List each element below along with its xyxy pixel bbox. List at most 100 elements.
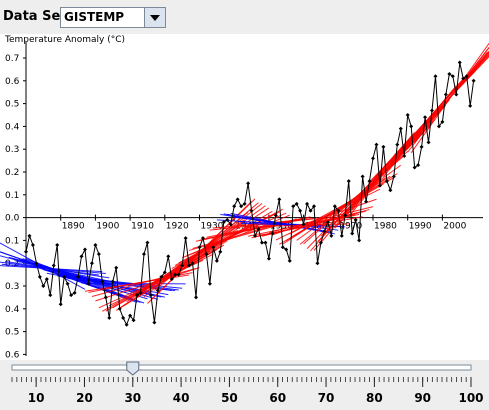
trend-segment: [178, 208, 284, 264]
data-point: [294, 201, 299, 206]
data-point: [450, 74, 455, 79]
y-tick-label: 0.1: [5, 191, 19, 201]
dataset-select[interactable]: GISTEMP: [60, 7, 166, 28]
data-point: [468, 103, 473, 108]
data-point: [429, 108, 434, 113]
data-point: [110, 279, 115, 284]
data-point: [169, 277, 174, 282]
data-point: [315, 261, 320, 266]
trend-segment: [95, 267, 200, 302]
chart-canvas: 0.70.60.50.40.30.20.10.00.10.20.30.40.50…: [0, 42, 489, 360]
data-point: [62, 274, 67, 279]
data-point: [287, 258, 292, 263]
data-point: [263, 240, 268, 245]
y-tick-label: 0.6: [5, 77, 20, 87]
data-point: [405, 113, 410, 117]
slider-thumb[interactable]: [126, 361, 140, 376]
y-tick-label: 0.0: [5, 214, 20, 224]
data-point: [249, 208, 254, 213]
data-point: [318, 240, 323, 245]
data-point: [246, 181, 251, 186]
x-tick-label: 1930: [201, 222, 224, 232]
x-tick-label: 1900: [96, 222, 119, 232]
data-point: [27, 233, 32, 238]
data-point: [350, 231, 355, 236]
data-point: [162, 270, 167, 275]
trend-segment: [289, 177, 395, 235]
data-point: [454, 92, 459, 97]
x-tick-label: 1980: [374, 222, 397, 232]
slider-tick-label: 40: [173, 391, 190, 405]
data-point: [371, 156, 375, 161]
data-point: [44, 277, 49, 282]
slider-tick-label: 20: [76, 391, 93, 405]
data-point: [180, 263, 185, 268]
data-point: [426, 140, 431, 145]
slider-tick-label: 90: [414, 391, 431, 405]
data-point: [433, 74, 438, 79]
data-point: [24, 249, 28, 254]
data-point: [419, 144, 424, 149]
x-tick-label: 1890: [62, 222, 85, 232]
data-point: [225, 217, 230, 222]
slider-tick-label: 30: [124, 391, 141, 405]
data-point: [30, 242, 35, 247]
data-point: [124, 322, 129, 327]
data-point: [270, 231, 275, 236]
data-point: [239, 204, 244, 209]
data-point: [69, 293, 74, 298]
data-point: [76, 274, 81, 279]
data-point: [89, 261, 94, 266]
data-point: [228, 222, 233, 227]
data-point: [131, 318, 136, 323]
data-point: [159, 274, 164, 279]
data-point: [65, 281, 70, 286]
data-point: [197, 245, 202, 250]
data-point: [346, 179, 351, 184]
data-point: [353, 217, 358, 222]
y-tick-label: 0.3: [5, 282, 19, 292]
data-point: [221, 220, 226, 225]
data-point: [148, 293, 153, 298]
data-point: [436, 124, 441, 129]
data-point: [398, 126, 403, 131]
data-point: [291, 204, 296, 209]
data-point: [117, 306, 122, 311]
data-point: [440, 119, 445, 124]
slider-tick-label: 50: [221, 391, 238, 405]
data-point: [242, 201, 247, 206]
data-point: [93, 242, 98, 247]
data-point: [187, 263, 192, 268]
data-point: [100, 279, 105, 284]
data-point: [34, 261, 39, 266]
data-point: [402, 154, 407, 159]
data-point: [166, 254, 171, 259]
data-point: [190, 261, 195, 266]
data-point: [339, 233, 344, 238]
data-point: [423, 115, 428, 120]
data-point: [332, 204, 337, 209]
data-point: [138, 290, 143, 295]
x-tick-label: 1970: [339, 222, 362, 232]
chevron-down-icon[interactable]: [144, 8, 165, 27]
data-point: [312, 204, 317, 209]
data-point: [360, 174, 365, 179]
data-point: [55, 242, 60, 247]
y-tick-label: 0.5: [5, 328, 19, 338]
window-slider[interactable]: 10 20 30 40 50 60 70 80 90 100: [0, 360, 489, 410]
data-point: [416, 163, 421, 168]
data-point: [284, 247, 289, 252]
data-point: [121, 315, 126, 320]
data-point: [374, 142, 379, 147]
data-point: [325, 220, 330, 225]
data-point: [103, 295, 108, 300]
data-point: [409, 124, 414, 129]
y-tick-label: 0.4: [5, 305, 20, 315]
data-point: [256, 227, 261, 231]
data-point: [218, 249, 223, 254]
data-point: [82, 247, 87, 252]
data-point: [51, 263, 56, 268]
data-point: [391, 174, 396, 179]
data-point: [253, 233, 258, 238]
data-point: [457, 60, 462, 65]
